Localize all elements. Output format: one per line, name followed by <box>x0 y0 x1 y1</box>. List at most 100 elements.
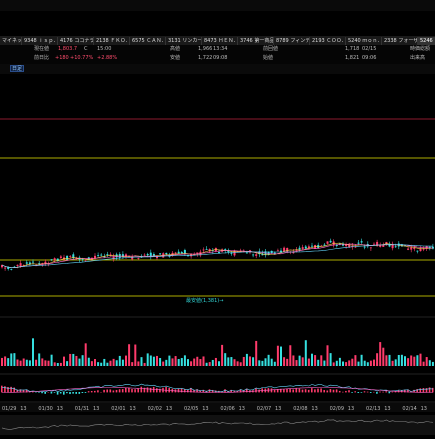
volume-bar <box>237 361 239 366</box>
x-axis-tick-label: 13 <box>275 406 281 412</box>
candle-body <box>373 244 375 245</box>
oscillator-bar <box>385 391 387 392</box>
volume-bar <box>296 360 298 366</box>
volume-bar <box>423 362 425 366</box>
volume-bar <box>401 355 403 366</box>
volume-bar <box>54 362 56 366</box>
oscillator-bar <box>75 392 77 394</box>
volume-bar <box>97 362 99 366</box>
tab-stock[interactable]: 2138 ＦＫＯ． <box>94 37 130 45</box>
volume-bar <box>342 362 344 366</box>
x-axis-tick-label: 02/05 <box>184 406 198 412</box>
tab-stock[interactable]: 3131 リンカーズ <box>166 37 202 45</box>
volume-bar <box>404 356 406 366</box>
candle-body <box>413 248 415 249</box>
oscillator-bar <box>367 392 369 393</box>
tab-stock-active[interactable]: 5246 ＥＬＥ． <box>418 37 435 45</box>
oscillator-bar <box>128 388 130 393</box>
volume-bar <box>203 356 205 366</box>
volume-bar <box>119 356 121 366</box>
period-button[interactable]: 日足 <box>10 65 24 72</box>
volume-bar <box>240 362 242 366</box>
volume-bar <box>249 356 251 366</box>
previous-value: 1,718 <box>345 46 359 53</box>
x-axis-tick-label: 01/31 <box>75 406 89 412</box>
oscillator-bar <box>283 389 285 392</box>
oscillator-bar <box>97 390 99 392</box>
open-time: 09:06 <box>362 55 376 62</box>
volume-bar <box>367 362 369 366</box>
oscillator-bar <box>345 391 347 392</box>
volume-bar <box>206 363 208 366</box>
oscillator-bar <box>137 388 139 392</box>
x-axis-tick-label: 02/09 <box>330 406 344 412</box>
volume-bar <box>265 358 267 366</box>
candle-body <box>178 252 180 254</box>
oscillator-bar <box>106 390 108 393</box>
volume-bar <box>410 355 412 366</box>
candle-body <box>305 247 307 249</box>
volume-bar <box>4 356 6 366</box>
tab-stock[interactable]: 3746 第一商品 <box>238 37 274 45</box>
tab-stock[interactable]: 5240 ｍｏｎ． <box>346 37 382 45</box>
oscillator-bar <box>342 392 344 393</box>
candle-body <box>10 269 12 270</box>
candle-body <box>147 254 149 255</box>
oscillator-bar <box>323 390 325 392</box>
candle-body <box>364 247 366 248</box>
oscillator-bar <box>66 392 68 393</box>
oscillator-bar <box>147 387 149 392</box>
volume-bar <box>314 355 316 366</box>
candle-body <box>280 251 282 252</box>
volume-bar <box>426 357 428 366</box>
candle-body <box>203 250 205 251</box>
tab-stock[interactable]: 8473 ＨＥＮ． <box>202 37 238 45</box>
oscillator-bar <box>116 390 118 392</box>
oscillator-bar <box>184 389 186 392</box>
volume-bar <box>358 362 360 366</box>
oscillator-bar <box>296 389 298 393</box>
oscillator-bar <box>103 390 105 393</box>
volume-bar <box>85 343 87 366</box>
high-label: 高値 <box>170 46 180 53</box>
oscillator-bar <box>305 389 307 392</box>
volume-bar <box>280 347 282 366</box>
previous-date: 02/15 <box>362 46 376 53</box>
volume-bar <box>302 357 304 366</box>
market-cap-label: 時価総額 <box>410 46 430 53</box>
volume-bar <box>44 360 46 366</box>
oscillator-bar <box>255 388 257 392</box>
volume-bar <box>258 360 260 366</box>
volume-bar <box>79 359 81 366</box>
oscillator-bar <box>333 390 335 393</box>
candle-body <box>218 252 220 253</box>
tab-stock[interactable]: マイネット <box>0 37 22 45</box>
candle-body <box>165 253 167 254</box>
tab-stock[interactable]: 8789 フィンテ． <box>274 37 310 45</box>
candle-body <box>230 253 232 254</box>
candle-body <box>82 259 84 260</box>
tab-stock[interactable]: 2338 フォーザ． <box>382 37 418 45</box>
x-axis-tick-label: 13 <box>202 406 208 412</box>
tab-stock[interactable]: 4176 ココナラ <box>58 37 94 45</box>
volume-bar <box>320 355 322 366</box>
change-label: 前日比 <box>34 55 49 62</box>
tab-stock[interactable]: 6575 ＣＡＮ． <box>130 37 166 45</box>
oscillator-bar <box>181 389 183 393</box>
oscillator-bar <box>423 388 425 392</box>
tab-stock[interactable]: 2193 ＣＯＯ． <box>310 37 346 45</box>
candle-body <box>51 259 53 260</box>
oscillator-bar <box>420 388 422 392</box>
low-price-annotation: 最安値(1,381)→ <box>186 297 223 304</box>
volume-bar <box>137 361 139 366</box>
oscillator-bar <box>88 391 90 392</box>
oscillator-bar <box>94 391 96 393</box>
candle-body <box>323 245 325 246</box>
candle-body <box>32 262 34 263</box>
volume-bar <box>413 357 415 366</box>
x-axis-tick-label: 13 <box>93 406 99 412</box>
tab-stock[interactable]: 9348 ｉｓｐ． <box>22 37 58 45</box>
volume-bar <box>66 361 68 366</box>
volume-bar <box>373 360 375 366</box>
